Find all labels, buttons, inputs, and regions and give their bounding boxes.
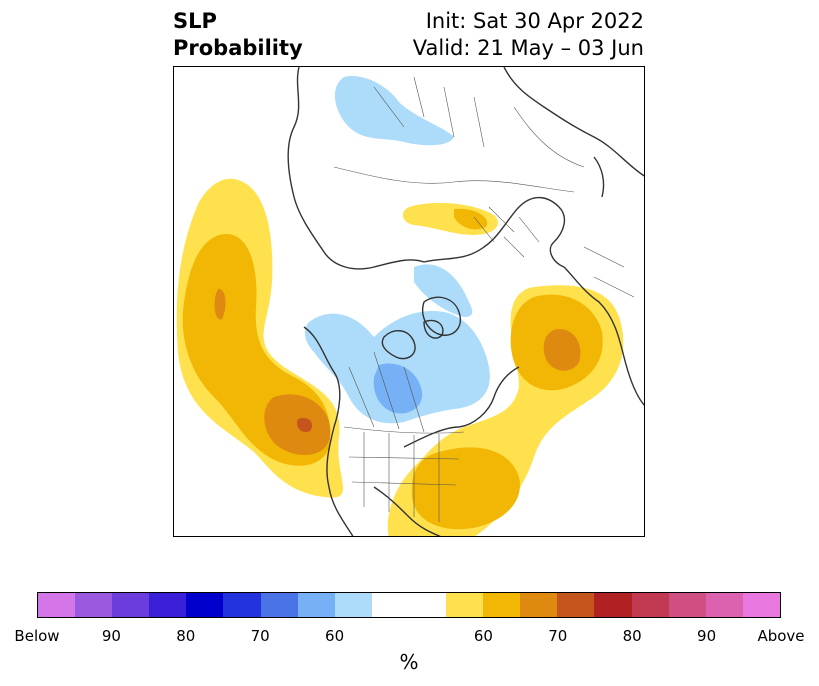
below-mid-canada	[373, 363, 423, 414]
valid-range: Valid: 21 May – 03 Jun	[412, 36, 644, 60]
colorbar	[37, 592, 781, 618]
colorbar-segment	[149, 593, 187, 617]
colorbar-tick-label: 60	[325, 627, 345, 645]
below-light-arctic	[414, 264, 473, 317]
colorbar-segment	[483, 593, 521, 617]
title-line-2: Probability	[173, 36, 303, 60]
title-line-1: SLP	[173, 9, 217, 33]
above-mid-europe	[454, 208, 488, 230]
colorbar-segment	[520, 593, 558, 617]
coast-greenland	[422, 296, 461, 336]
probability-map	[173, 66, 645, 537]
colorbar-unit: %	[399, 650, 419, 674]
political-borders	[333, 76, 635, 522]
coast-europe	[423, 196, 566, 268]
colorbar-segment	[260, 593, 298, 617]
colorbar-segment	[186, 593, 224, 617]
colorbar-tick-label: Below	[14, 627, 60, 645]
date-info: Init: Sat 30 Apr 2022 Valid: 21 May – 03…	[413, 8, 644, 62]
init-date: Init: Sat 30 Apr 2022	[425, 9, 644, 33]
colorbar-tick-label: 80	[622, 627, 642, 645]
coast-africa	[563, 266, 644, 406]
colorbar-segment	[297, 593, 335, 617]
below-normal-shading	[304, 76, 490, 424]
colorbar-tick-label: 90	[697, 627, 717, 645]
colorbar-segment	[334, 593, 372, 617]
border-canada-us	[343, 426, 465, 434]
colorbar-tick-label: 70	[250, 627, 270, 645]
above-mid-east-coast	[411, 447, 520, 530]
colorbar-tick-label: 60	[473, 627, 493, 645]
border-africa	[583, 246, 635, 298]
coast-japan	[593, 156, 605, 198]
coast-north-america-west	[303, 326, 354, 536]
border-china	[513, 106, 585, 168]
map-title: SLP Probability	[173, 8, 303, 62]
border-russia	[333, 166, 575, 193]
colorbar-tick-label: Above	[757, 627, 805, 645]
coast-east-asia	[503, 67, 644, 177]
colorbar-segment	[668, 593, 706, 617]
coastlines	[287, 67, 644, 536]
colorbar-segment	[446, 593, 484, 617]
border-us-states-2	[348, 456, 460, 486]
coast-us-south	[373, 486, 441, 536]
colorbar-tick-label: 70	[548, 627, 568, 645]
colorbar-segment	[38, 593, 76, 617]
above-dark-pacific-2	[214, 288, 226, 320]
colorbar-segment	[112, 593, 150, 617]
border-us-states-1	[363, 432, 440, 522]
colorbar-segment	[705, 593, 743, 617]
colorbar-segment	[557, 593, 595, 617]
coast-asia	[287, 67, 425, 270]
colorbar-tick-label: 80	[176, 627, 196, 645]
colorbar-segment	[371, 593, 447, 617]
border-asia	[373, 76, 485, 148]
map-svg	[176, 67, 644, 536]
below-light-asia	[334, 76, 454, 146]
colorbar-segment	[75, 593, 113, 617]
above-dark-atlantic	[543, 329, 581, 371]
colorbar-segment	[594, 593, 632, 617]
colorbar-segment	[223, 593, 261, 617]
colorbar-segment	[631, 593, 669, 617]
above-darker-pacific	[296, 417, 313, 433]
colorbar-tick-label: 90	[101, 627, 121, 645]
border-canada-provinces	[348, 351, 425, 433]
border-europe	[473, 206, 540, 258]
colorbar-segment	[742, 593, 780, 617]
